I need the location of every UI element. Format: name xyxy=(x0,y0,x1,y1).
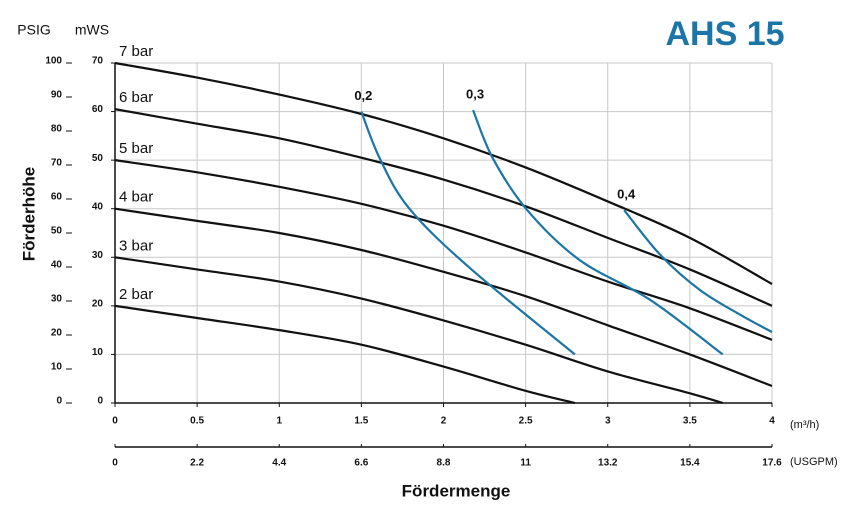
series-line xyxy=(114,304,576,405)
x-tick-label: 2.5 xyxy=(519,416,533,427)
x-unit: (m³/h) xyxy=(790,419,819,431)
x2-tick-label: 6.6 xyxy=(354,458,368,469)
y2-tick-label: 100 xyxy=(45,56,62,67)
series-line xyxy=(114,207,773,388)
x-tick-label: 0 xyxy=(112,416,118,427)
x2-tick-label: 2.2 xyxy=(190,458,204,469)
x-tick-label: 0.5 xyxy=(190,416,204,427)
x2-tick-label: 15.4 xyxy=(680,458,700,469)
y2-tick-label: 60 xyxy=(51,192,63,203)
x-tick-label: 2 xyxy=(441,416,447,427)
series-line xyxy=(472,109,724,356)
x-tick-label: 1.5 xyxy=(354,416,368,427)
y2-tick-label: 20 xyxy=(51,328,63,339)
y2-tick-label: 50 xyxy=(51,226,63,237)
y-tick-label: 30 xyxy=(92,250,104,261)
x2-tick-label: 8.8 xyxy=(437,458,451,469)
y-tick-label: 60 xyxy=(92,104,104,115)
x2-tick-label: 0 xyxy=(112,458,118,469)
y-tick-label: 70 xyxy=(92,56,104,67)
y-axis-label: Förderhöhe xyxy=(19,167,38,261)
series-line xyxy=(623,209,773,334)
series-line xyxy=(360,111,576,356)
series-label: 7 bar xyxy=(119,43,153,60)
y-tick-label: 50 xyxy=(92,153,104,164)
series-label: 4 bar xyxy=(119,189,153,206)
y-tick-label: 0 xyxy=(97,396,103,407)
series-label: 5 bar xyxy=(119,140,153,157)
y2-tick-label: 30 xyxy=(51,294,63,305)
series-line xyxy=(114,256,724,405)
y2-tick-label: 70 xyxy=(51,158,63,169)
series-line xyxy=(114,61,773,285)
y-tick-label: 40 xyxy=(92,201,104,212)
x-axis-label: Fördermenge xyxy=(402,481,511,500)
series-label: 3 bar xyxy=(119,237,153,254)
series-label: 0,3 xyxy=(466,87,484,102)
chart-title: AHS 15 xyxy=(665,15,784,53)
x-tick-label: 4 xyxy=(769,416,775,427)
y2-tick-label: 0 xyxy=(56,396,62,407)
x-tick-label: 3 xyxy=(605,416,611,427)
y2-tick-label: 10 xyxy=(51,362,63,373)
x2-tick-label: 11 xyxy=(520,458,531,469)
series-label: 2 bar xyxy=(119,286,153,303)
series-label: 6 bar xyxy=(119,89,153,106)
y2-tick-label: 40 xyxy=(51,260,63,271)
x2-unit: (USGPM) xyxy=(790,456,838,468)
y-header: mWS xyxy=(75,22,109,38)
y-tick-label: 20 xyxy=(92,298,104,309)
y2-tick-label: 80 xyxy=(51,124,63,135)
series-line xyxy=(114,159,773,341)
x2-tick-label: 4.4 xyxy=(272,458,286,469)
x2-tick-label: 13.2 xyxy=(598,458,618,469)
y2-header: PSIG xyxy=(17,22,50,38)
series-label: 0,2 xyxy=(354,88,372,103)
y2-tick-label: 90 xyxy=(51,90,63,101)
x-tick-label: 1 xyxy=(276,416,282,427)
x-tick-label: 3.5 xyxy=(683,416,697,427)
x2-tick-label: 17.6 xyxy=(762,458,782,469)
series-label: 0,4 xyxy=(617,187,636,202)
y-tick-label: 10 xyxy=(92,347,104,358)
